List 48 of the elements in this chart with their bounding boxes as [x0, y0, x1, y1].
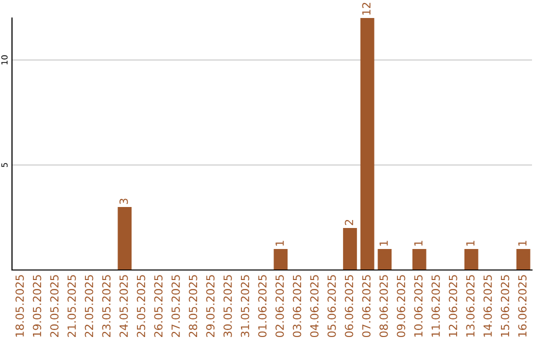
- data-label: 1: [276, 240, 284, 246]
- x-tick-label: 25.05.2025: [136, 275, 146, 337]
- x-tick-label: 01.06.2025: [258, 275, 267, 338]
- bar: [378, 249, 392, 270]
- bar: [464, 249, 478, 270]
- y-tick-label: 5: [1, 163, 8, 168]
- x-tick-label: 06.06.2025: [344, 275, 354, 338]
- x-tick-label: 10.06.2025: [414, 275, 423, 337]
- x-tick-label: 03.06.2025: [292, 275, 302, 338]
- x-tick-label: 09.06.2025: [396, 275, 406, 338]
- data-label: 3: [119, 198, 128, 204]
- bar: [360, 18, 374, 270]
- x-tick-label: 28.05.2025: [188, 275, 198, 337]
- bar: [412, 249, 426, 270]
- data-label: 1: [518, 240, 526, 246]
- x-tick-label: 21.05.2025: [67, 275, 76, 337]
- x-tick-label: 13.06.2025: [466, 275, 475, 337]
- x-tick-label: 16.06.2025: [518, 275, 527, 337]
- x-tick-label: 19.05.2025: [32, 275, 42, 337]
- x-tick-label: 20.05.2025: [50, 275, 59, 337]
- x-tick-label: 08.06.2025: [379, 275, 388, 338]
- bar: [516, 249, 530, 270]
- x-tick-label: 11.06.2025: [431, 275, 440, 337]
- x-tick-label: 07.06.2025: [362, 275, 371, 338]
- x-tick-label: 02.06.2025: [275, 275, 284, 338]
- data-label: 1: [380, 240, 388, 246]
- x-tick-label: 14.06.2025: [483, 275, 492, 337]
- x-tick-label: 29.05.2025: [206, 275, 215, 337]
- x-tick-label: 05.06.2025: [327, 275, 336, 338]
- x-tick-label: 18.05.2025: [15, 275, 24, 337]
- x-tick-label: 26.05.2025: [154, 275, 163, 337]
- x-tick-label: 27.05.2025: [171, 275, 180, 337]
- x-tick-label: 23.05.2025: [102, 275, 111, 337]
- x-tick-label: 04.06.2025: [310, 275, 319, 338]
- y-tick-label: 10: [1, 55, 8, 64]
- bar: [118, 207, 132, 270]
- x-tick-label: 31.05.2025: [240, 275, 250, 337]
- x-tick-label: 30.05.2025: [223, 275, 232, 337]
- data-label: 1: [414, 240, 422, 246]
- x-tick-label: 22.05.2025: [84, 275, 94, 337]
- data-label: 1: [466, 240, 474, 246]
- x-tick-label: 15.06.2025: [500, 275, 510, 337]
- data-label: 12: [362, 2, 370, 15]
- x-tick-label: 12.06.2025: [448, 275, 458, 337]
- x-tick-label: 24.05.2025: [119, 275, 128, 337]
- bar: [343, 228, 357, 270]
- bar: [274, 249, 288, 270]
- data-label: 2: [344, 220, 354, 226]
